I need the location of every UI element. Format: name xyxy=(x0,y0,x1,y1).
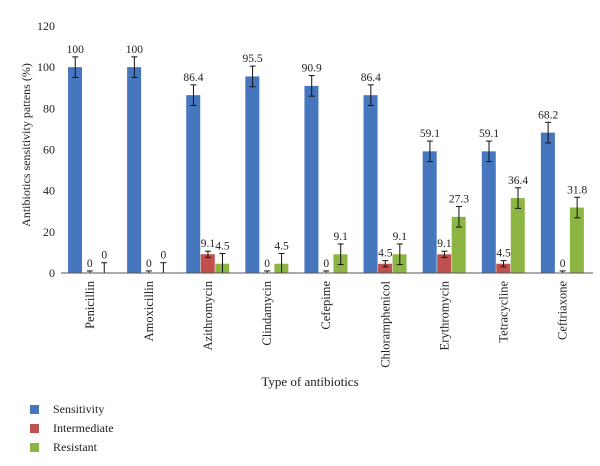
value-label-intermediate: 4.5 xyxy=(496,248,511,260)
value-label-sensitivity: 59.1 xyxy=(479,128,499,140)
error-bar-sensitivity xyxy=(131,56,138,78)
error-bar-intermediate xyxy=(500,260,507,268)
value-label-resistant: 0 xyxy=(160,250,166,262)
value-label-resistant: 31.8 xyxy=(567,184,587,196)
y-axis-ticks: 0 20 40 60 80 100 120 xyxy=(37,19,55,280)
bar-resistant xyxy=(510,198,525,273)
error-bar-intermediate xyxy=(441,250,448,258)
y-axis-label: Antibiotics sensitivity pattens (%) xyxy=(19,63,33,227)
legend-label-resistant: Resistant xyxy=(53,440,97,454)
value-label-resistant: 27.3 xyxy=(449,194,469,206)
error-bar-resistant xyxy=(455,206,462,228)
value-label-sensitivity: 100 xyxy=(67,44,85,56)
bar-resistant xyxy=(569,207,584,273)
legend-label-intermediate: Intermediate xyxy=(53,421,114,435)
y-tick-label: 20 xyxy=(43,225,55,239)
error-bar-sensitivity xyxy=(545,121,552,144)
x-tick-label: Azithromycin xyxy=(201,280,215,350)
x-tick-label: Amoxicillin xyxy=(142,280,156,341)
bar-intermediate xyxy=(496,263,511,273)
bar-sensitivity xyxy=(422,151,437,273)
error-bar-sensitivity xyxy=(249,65,256,88)
value-label-intermediate: 0 xyxy=(560,258,566,270)
error-bar-intermediate xyxy=(382,260,389,268)
error-bar-sensitivity xyxy=(72,56,79,78)
error-bar-sensitivity xyxy=(486,140,493,163)
bar-sensitivity xyxy=(68,67,82,274)
value-label-resistant: 4.5 xyxy=(215,240,230,252)
x-tick-label: Clindamycin xyxy=(260,280,274,345)
value-label-intermediate: 0 xyxy=(146,258,152,270)
y-tick-label: 40 xyxy=(43,184,55,198)
x-tick-label: Cefepime xyxy=(319,281,333,330)
y-tick-label: 80 xyxy=(43,101,55,115)
value-label-sensitivity: 90.9 xyxy=(302,63,322,75)
bar-sensitivity xyxy=(245,76,260,273)
value-label-resistant: 9.1 xyxy=(334,231,349,243)
bar-sensitivity xyxy=(540,132,555,273)
x-axis-label: Type of antibiotics xyxy=(261,374,358,389)
value-label-sensitivity: 100 xyxy=(126,44,144,56)
error-bar-resistant xyxy=(337,243,344,266)
value-label-resistant: 0 xyxy=(101,250,107,262)
bar-sensitivity xyxy=(304,85,319,274)
error-bar-sensitivity xyxy=(308,75,315,97)
legend-swatch-resistant xyxy=(30,443,39,452)
error-bar-resistant xyxy=(101,262,108,274)
bar-sensitivity xyxy=(481,151,496,273)
bar-resistant xyxy=(451,216,466,273)
legend-swatch-sensitivity xyxy=(30,405,39,414)
legend: Sensitivity Intermediate Resistant xyxy=(30,400,114,457)
value-label-intermediate: 0 xyxy=(87,258,93,270)
error-bar-resistant xyxy=(396,243,403,266)
value-label-intermediate: 4.5 xyxy=(378,248,393,260)
x-tick-label: Erythromycin xyxy=(437,280,451,350)
x-tick-label: Tetracycline xyxy=(497,281,511,343)
x-tick-label: Penicillin xyxy=(83,280,97,329)
bar-sensitivity xyxy=(363,95,378,273)
bar-sensitivity xyxy=(186,95,201,273)
legend-item-resistant: Resistant xyxy=(30,438,114,457)
error-bars xyxy=(72,56,581,274)
legend-label-sensitivity: Sensitivity xyxy=(53,402,105,416)
value-label-sensitivity: 95.5 xyxy=(243,53,263,65)
x-tick-label: Ceftriaxone xyxy=(556,281,570,340)
y-tick-label: 120 xyxy=(37,19,55,33)
bar-intermediate xyxy=(378,263,393,273)
value-label-intermediate: 0 xyxy=(264,258,270,270)
legend-item-sensitivity: Sensitivity xyxy=(30,400,114,419)
value-label-sensitivity: 86.4 xyxy=(183,72,203,84)
error-bar-intermediate xyxy=(204,250,211,258)
value-label-intermediate: 0 xyxy=(323,258,329,270)
y-tick-label: 0 xyxy=(49,266,55,280)
legend-item-intermediate: Intermediate xyxy=(30,419,114,438)
error-bar-resistant xyxy=(574,196,581,219)
bar-intermediate xyxy=(200,254,215,273)
value-label-sensitivity: 59.1 xyxy=(420,128,440,140)
value-label-resistant: 4.5 xyxy=(274,240,289,252)
value-label-intermediate: 9.1 xyxy=(437,238,452,250)
bar-sensitivity xyxy=(127,67,142,274)
error-bar-resistant xyxy=(160,262,167,274)
error-bar-resistant xyxy=(515,187,522,209)
y-tick-label: 60 xyxy=(43,143,55,157)
error-bar-sensitivity xyxy=(190,84,197,106)
error-bar-sensitivity xyxy=(367,84,374,106)
bars xyxy=(68,67,584,274)
value-label-resistant: 36.4 xyxy=(508,175,528,187)
error-bar-sensitivity xyxy=(426,140,433,163)
x-axis-ticks: Penicillin Amoxicillin Azithromycin Clindam… xyxy=(83,280,570,368)
x-tick-label: Chloramphenicol xyxy=(378,280,392,367)
value-label-sensitivity: 68.2 xyxy=(538,109,558,121)
value-label-intermediate: 9.1 xyxy=(201,238,216,250)
value-label-resistant: 9.1 xyxy=(393,231,408,243)
legend-swatch-intermediate xyxy=(30,424,39,433)
value-label-sensitivity: 86.4 xyxy=(361,72,381,84)
y-tick-label: 100 xyxy=(37,60,55,74)
bar-intermediate xyxy=(437,254,452,273)
